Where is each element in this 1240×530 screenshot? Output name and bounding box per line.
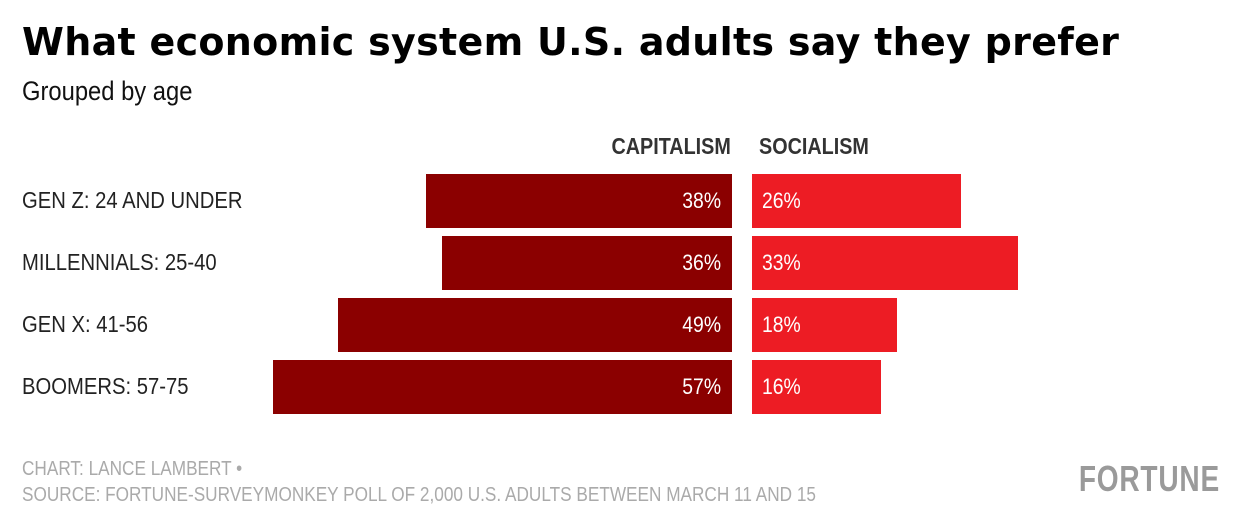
chart-credit: CHART: LANCE LAMBERT • <box>22 458 243 480</box>
column-header-capitalism: CAPITALISM <box>611 133 731 159</box>
chart-subtitle: Grouped by age <box>22 76 193 106</box>
fortune-logo: FORTUNE <box>1078 458 1220 499</box>
bar-capitalism <box>337 298 732 352</box>
data-label-capitalism: 49% <box>682 312 721 337</box>
data-label-socialism: 33% <box>762 250 801 275</box>
bar-socialism <box>752 174 962 228</box>
chart-title: What economic system U.S. adults say the… <box>22 20 1120 64</box>
bar-capitalism <box>273 360 732 414</box>
bar-socialism <box>752 360 881 414</box>
bar-capitalism <box>442 236 732 290</box>
column-header-socialism: SOCIALISM <box>759 133 869 159</box>
data-label-socialism: 18% <box>762 312 801 337</box>
data-label-capitalism: 38% <box>682 188 721 213</box>
row-label: GEN Z: 24 AND UNDER <box>22 187 243 213</box>
data-label-socialism: 16% <box>762 374 801 399</box>
bar-socialism <box>752 298 897 352</box>
row-label: MILLENNIALS: 25-40 <box>22 249 217 275</box>
row-label: BOOMERS: 57-75 <box>22 373 189 399</box>
chart-source: SOURCE: FORTUNE-SURVEYMONKEY POLL OF 2,0… <box>22 484 816 506</box>
data-label-capitalism: 57% <box>682 374 721 399</box>
data-label-capitalism: 36% <box>682 250 721 275</box>
bar-capitalism <box>426 174 732 228</box>
bar-socialism <box>752 236 1018 290</box>
row-label: GEN X: 41-56 <box>22 311 149 337</box>
data-label-socialism: 26% <box>762 188 801 213</box>
